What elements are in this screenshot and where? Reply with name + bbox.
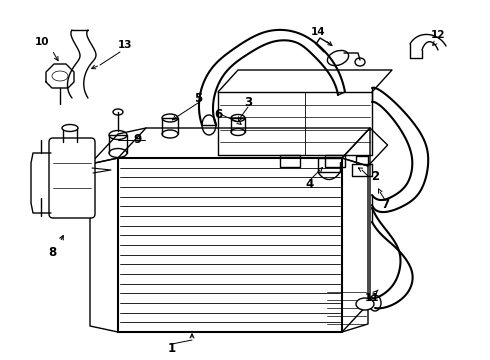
Text: 5: 5 (194, 91, 202, 104)
Text: 11: 11 (365, 293, 379, 303)
FancyBboxPatch shape (49, 138, 95, 218)
Text: 8: 8 (48, 246, 56, 258)
Ellipse shape (202, 115, 216, 135)
Bar (325, 155, 345, 167)
Ellipse shape (231, 129, 245, 135)
Text: 7: 7 (381, 198, 389, 211)
Ellipse shape (52, 71, 68, 81)
Ellipse shape (369, 295, 381, 311)
Text: 9: 9 (134, 134, 142, 147)
Text: 14: 14 (311, 27, 325, 37)
Text: 3: 3 (244, 95, 252, 108)
Text: 13: 13 (118, 40, 132, 50)
Ellipse shape (62, 125, 78, 131)
Bar (280, 155, 300, 167)
Ellipse shape (109, 148, 127, 157)
Ellipse shape (231, 114, 245, 122)
Text: 10: 10 (35, 37, 49, 47)
Text: 6: 6 (214, 108, 222, 121)
Text: 4: 4 (306, 179, 314, 192)
Text: 12: 12 (431, 30, 445, 40)
Text: 2: 2 (371, 170, 379, 183)
Text: 1: 1 (168, 342, 176, 356)
Ellipse shape (355, 58, 365, 66)
Ellipse shape (162, 130, 178, 138)
Ellipse shape (356, 298, 374, 310)
Ellipse shape (327, 50, 348, 66)
Ellipse shape (113, 109, 123, 115)
Ellipse shape (109, 130, 127, 139)
Ellipse shape (162, 114, 178, 122)
